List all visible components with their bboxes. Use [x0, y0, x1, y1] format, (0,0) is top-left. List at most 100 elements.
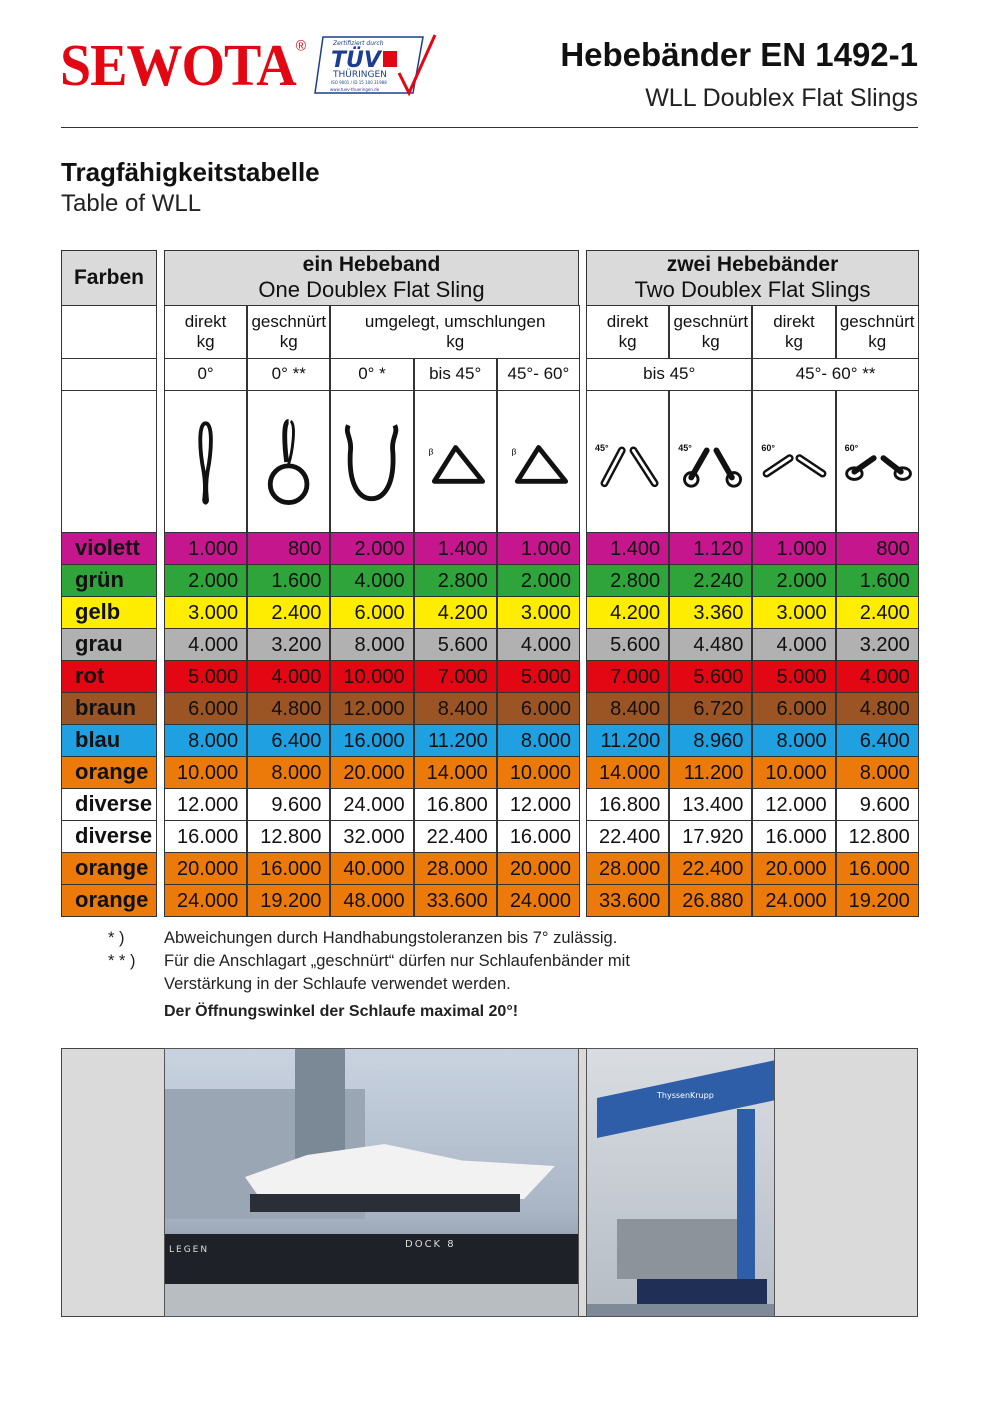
wll-value: 6.000 — [330, 596, 414, 629]
section-subtitle: Table of WLL — [61, 190, 202, 217]
svg-text:Zertifiziert durch: Zertifiziert durch — [332, 40, 384, 47]
note-bold: Der Öffnungswinkel der Schlaufe maximal … — [164, 1003, 519, 1020]
color-label: orange — [61, 852, 157, 885]
page-subtitle: WLL Doublex Flat Slings — [645, 84, 918, 112]
footnote-mark: * * ) — [108, 952, 136, 970]
method-header: umgelegt, umschlungen kg — [330, 305, 580, 359]
wll-value: 10.000 — [164, 756, 248, 789]
wll-value: 16.000 — [247, 852, 331, 885]
wll-value: 19.200 — [835, 884, 919, 917]
wll-value: 22.400 — [413, 820, 497, 853]
tuv-certificate-logo: Zertifiziert durch TÜV THÜRINGEN ISO 900… — [314, 34, 437, 97]
wll-value: 1.120 — [669, 532, 753, 565]
color-label: grün — [61, 564, 157, 597]
crane-photo: ThyssenKrupp — [586, 1048, 775, 1317]
two-leg-45-icon — [600, 446, 659, 487]
wll-value: 11.200 — [669, 756, 753, 789]
straight-sling-icon — [164, 390, 248, 533]
wll-value: 19.200 — [247, 884, 331, 917]
angle-label: 45° — [595, 443, 609, 453]
wll-value: 8.000 — [496, 724, 580, 757]
divider — [61, 127, 918, 128]
wll-value: 9.600 — [835, 788, 919, 821]
wll-value: 4.000 — [164, 628, 248, 661]
two-leg-45-icon: 45° — [586, 390, 670, 533]
wll-value: 3.000 — [752, 596, 836, 629]
wll-value: 3.000 — [164, 596, 248, 629]
wll-value: 28.000 — [586, 852, 670, 885]
two-leg-choke-60-icon — [844, 454, 912, 481]
wll-value: 22.400 — [586, 820, 670, 853]
wll-value: 4.000 — [247, 660, 331, 693]
wll-value: 2.400 — [835, 596, 919, 629]
wll-value: 33.600 — [413, 884, 497, 917]
wll-value: 6.400 — [835, 724, 919, 757]
wll-value: 11.200 — [586, 724, 670, 757]
unit-label: kg — [446, 332, 465, 351]
unit-label: kg — [785, 332, 803, 351]
method-header: direkt kg — [752, 305, 836, 359]
wll-value: 12.000 — [496, 788, 580, 821]
wll-value: 24.000 — [496, 884, 580, 917]
wll-value: 10.000 — [752, 756, 836, 789]
method-label: direkt — [773, 311, 815, 331]
color-label: grau — [61, 628, 157, 661]
angle-label: 45° — [678, 443, 692, 453]
wll-value: 20.000 — [164, 852, 248, 885]
wll-value: 11.200 — [413, 724, 497, 757]
wll-value: 12.800 — [835, 820, 919, 853]
wll-value: 6.000 — [164, 692, 248, 725]
wll-value: 5.000 — [496, 660, 580, 693]
color-label: orange — [61, 884, 157, 917]
yacht-lift-photo: DOCK 8 LEGEN — [164, 1048, 579, 1317]
footnote-text: Abweichungen durch Handhabungstoleranzen… — [164, 929, 618, 947]
footnote-mark: * ) — [108, 929, 125, 947]
wll-value: 4.000 — [835, 660, 919, 693]
wll-value: 20.000 — [752, 852, 836, 885]
page-title: Hebebänder EN 1492-1 — [560, 36, 918, 73]
section-title: Tragfähigkeitstabelle — [61, 157, 320, 187]
wll-value: 6.000 — [496, 692, 580, 725]
method-label: umgelegt, umschlungen — [364, 311, 546, 331]
crane-label: ThyssenKrupp — [657, 1091, 714, 1100]
wll-value: 5.000 — [164, 660, 248, 693]
wll-value: 32.000 — [330, 820, 414, 853]
choke-sling-icon — [268, 418, 310, 505]
basket-60-icon: β — [511, 444, 568, 484]
footnote-text: Verstärkung in der Schlaufe verwendet we… — [164, 975, 511, 993]
wll-value: 24.000 — [164, 884, 248, 917]
wll-value: 2.400 — [247, 596, 331, 629]
wll-value: 3.200 — [835, 628, 919, 661]
wll-value: 4.200 — [413, 596, 497, 629]
angle-cell: 0° * — [330, 358, 414, 391]
two-leg-choke-60-icon: 60° — [835, 390, 919, 533]
two-leg-choke-45-icon — [683, 447, 743, 488]
wll-value: 5.600 — [669, 660, 753, 693]
wll-value: 1.400 — [586, 532, 670, 565]
wll-value: 2.000 — [330, 532, 414, 565]
angle-label: 60° — [761, 443, 776, 453]
blank-cell — [61, 305, 157, 359]
angle-label: 60° — [844, 443, 859, 453]
wll-value: 16.000 — [496, 820, 580, 853]
wll-value: 26.880 — [669, 884, 753, 917]
wll-value: 16.800 — [413, 788, 497, 821]
wll-value: 12.000 — [330, 692, 414, 725]
wll-value: 16.000 — [835, 852, 919, 885]
u-basket-sling-icon — [345, 423, 399, 501]
group-title-en: One Doublex Flat Sling — [258, 277, 485, 303]
choke-sling-icon — [247, 390, 331, 533]
color-label: violett — [61, 532, 157, 565]
wll-value: 12.000 — [752, 788, 836, 821]
group-title-en: Two Doublex Flat Slings — [634, 277, 871, 303]
angle-cell: 45°- 60° ** — [752, 358, 919, 391]
wll-value: 2.000 — [164, 564, 248, 597]
wll-value: 4.000 — [330, 564, 414, 597]
wll-value: 4.800 — [247, 692, 331, 725]
wll-value: 1.000 — [164, 532, 248, 565]
wll-value: 800 — [835, 532, 919, 565]
color-label: blau — [61, 724, 157, 757]
unit-label: kg — [618, 332, 637, 351]
svg-text:ISO 9001 / ID 15 100 31988: ISO 9001 / ID 15 100 31988 — [331, 80, 387, 85]
wll-value: 1.400 — [413, 532, 497, 565]
